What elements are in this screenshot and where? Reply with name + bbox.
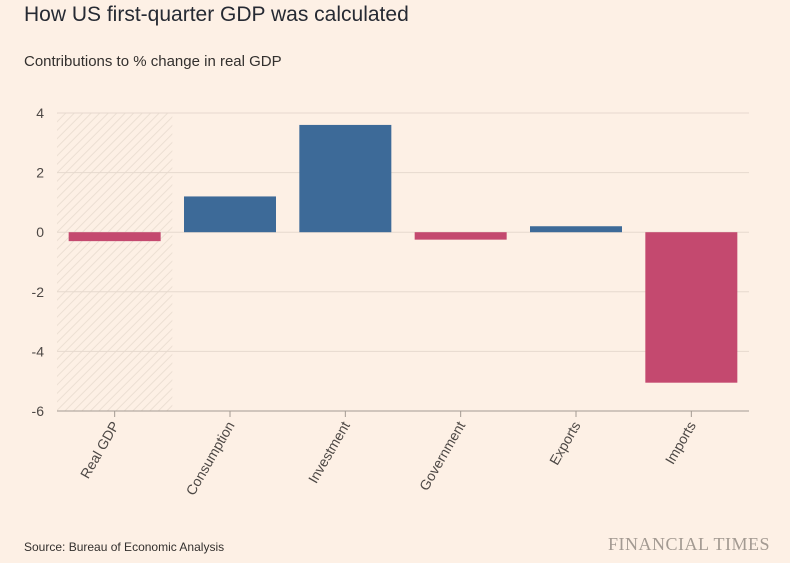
- bar-government: [414, 232, 507, 240]
- chart-subtitle: Contributions to % change in real GDP: [24, 53, 282, 70]
- x-tick-label: Investment: [305, 418, 353, 485]
- y-tick-label: 4: [36, 105, 44, 121]
- x-tick-label: Exports: [546, 419, 584, 468]
- bar-consumption: [184, 196, 276, 233]
- x-tick-label: Government: [416, 418, 468, 493]
- y-tick-label: 2: [36, 165, 44, 181]
- y-tick-label: 0: [36, 224, 44, 240]
- y-tick-label: -2: [32, 284, 45, 300]
- x-tick-label: Imports: [662, 419, 699, 467]
- bar-imports: [645, 232, 738, 383]
- source-note: Source: Bureau of Economic Analysis: [24, 540, 225, 554]
- highlight-band: [57, 113, 173, 411]
- bar-investment: [299, 124, 392, 233]
- x-tick-label: Real GDP: [77, 419, 122, 482]
- chart-title: How US first-quarter GDP was calculated: [24, 3, 409, 26]
- bar-exports: [530, 226, 622, 233]
- y-tick-label: -4: [32, 343, 45, 359]
- bar-real-gdp: [68, 232, 161, 242]
- y-tick-label: -6: [32, 403, 45, 419]
- x-tick-label: Consumption: [182, 419, 237, 498]
- brand-logo: FINANCIAL TIMES: [607, 534, 770, 554]
